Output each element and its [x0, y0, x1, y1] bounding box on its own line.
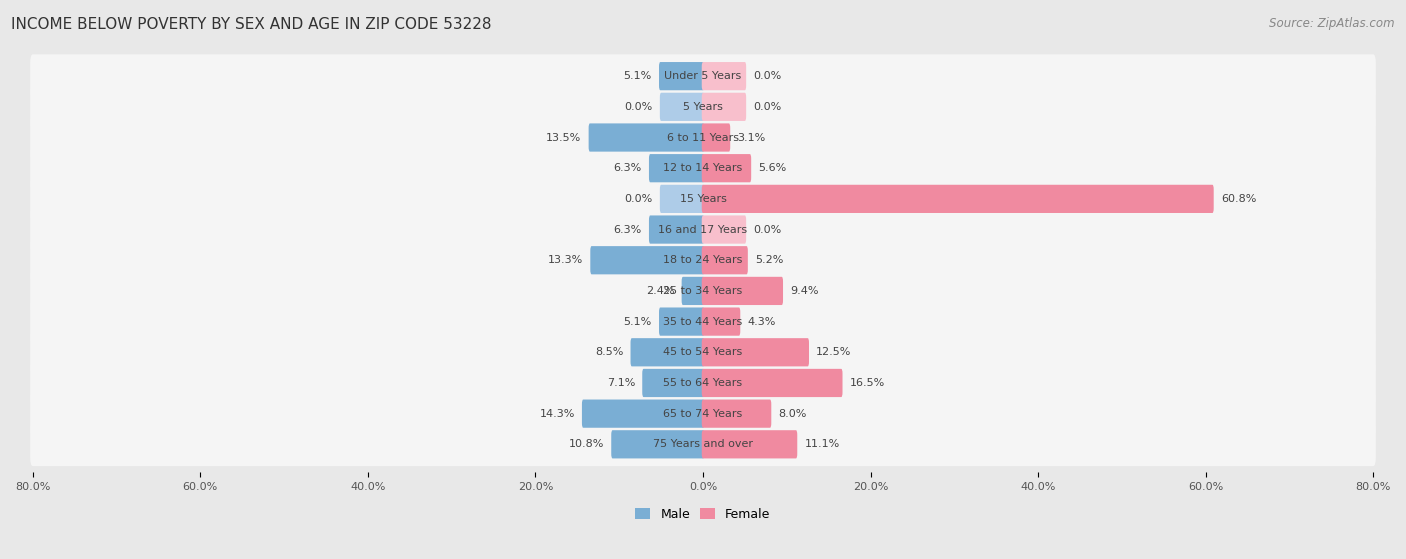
FancyBboxPatch shape — [591, 246, 704, 274]
Text: 5.2%: 5.2% — [755, 255, 783, 265]
Text: 13.5%: 13.5% — [547, 132, 582, 143]
Text: 11.1%: 11.1% — [804, 439, 839, 449]
Text: 16.5%: 16.5% — [849, 378, 884, 388]
FancyBboxPatch shape — [589, 124, 704, 151]
Text: 6.3%: 6.3% — [613, 163, 641, 173]
FancyBboxPatch shape — [702, 246, 748, 274]
FancyBboxPatch shape — [659, 93, 704, 121]
FancyBboxPatch shape — [30, 392, 1376, 435]
FancyBboxPatch shape — [650, 154, 704, 182]
Text: 25 to 34 Years: 25 to 34 Years — [664, 286, 742, 296]
Text: 9.4%: 9.4% — [790, 286, 818, 296]
Text: 18 to 24 Years: 18 to 24 Years — [664, 255, 742, 265]
FancyBboxPatch shape — [30, 116, 1376, 159]
Text: 5.1%: 5.1% — [624, 316, 652, 326]
Text: Under 5 Years: Under 5 Years — [665, 71, 741, 81]
Text: 7.1%: 7.1% — [607, 378, 636, 388]
Text: 12 to 14 Years: 12 to 14 Years — [664, 163, 742, 173]
Text: 0.0%: 0.0% — [754, 71, 782, 81]
FancyBboxPatch shape — [659, 185, 704, 213]
Text: 3.1%: 3.1% — [737, 132, 766, 143]
FancyBboxPatch shape — [30, 54, 1376, 98]
Text: 6 to 11 Years: 6 to 11 Years — [666, 132, 740, 143]
Text: 5 Years: 5 Years — [683, 102, 723, 112]
FancyBboxPatch shape — [650, 215, 704, 244]
FancyBboxPatch shape — [612, 430, 704, 458]
Text: 16 and 17 Years: 16 and 17 Years — [658, 225, 748, 235]
FancyBboxPatch shape — [30, 423, 1376, 466]
FancyBboxPatch shape — [702, 62, 747, 90]
Text: 14.3%: 14.3% — [540, 409, 575, 419]
Text: 12.5%: 12.5% — [815, 347, 852, 357]
Text: 0.0%: 0.0% — [624, 194, 652, 204]
Text: 5.6%: 5.6% — [758, 163, 786, 173]
FancyBboxPatch shape — [30, 269, 1376, 312]
FancyBboxPatch shape — [30, 85, 1376, 129]
FancyBboxPatch shape — [30, 177, 1376, 221]
Text: 2.4%: 2.4% — [645, 286, 675, 296]
Text: 60.8%: 60.8% — [1220, 194, 1256, 204]
Text: 45 to 54 Years: 45 to 54 Years — [664, 347, 742, 357]
FancyBboxPatch shape — [30, 239, 1376, 282]
Text: 35 to 44 Years: 35 to 44 Years — [664, 316, 742, 326]
Text: 0.0%: 0.0% — [754, 102, 782, 112]
Text: 55 to 64 Years: 55 to 64 Years — [664, 378, 742, 388]
Text: 8.5%: 8.5% — [595, 347, 623, 357]
Text: 10.8%: 10.8% — [569, 439, 605, 449]
FancyBboxPatch shape — [702, 185, 1213, 213]
FancyBboxPatch shape — [702, 93, 747, 121]
FancyBboxPatch shape — [702, 154, 751, 182]
Text: 4.3%: 4.3% — [748, 316, 776, 326]
FancyBboxPatch shape — [702, 430, 797, 458]
FancyBboxPatch shape — [702, 338, 808, 366]
Text: 75 Years and over: 75 Years and over — [652, 439, 754, 449]
FancyBboxPatch shape — [702, 215, 747, 244]
FancyBboxPatch shape — [630, 338, 704, 366]
FancyBboxPatch shape — [30, 300, 1376, 343]
FancyBboxPatch shape — [702, 400, 772, 428]
FancyBboxPatch shape — [659, 307, 704, 336]
Text: 5.1%: 5.1% — [624, 71, 652, 81]
FancyBboxPatch shape — [702, 277, 783, 305]
FancyBboxPatch shape — [702, 124, 730, 151]
Text: 0.0%: 0.0% — [624, 102, 652, 112]
Text: 6.3%: 6.3% — [613, 225, 641, 235]
FancyBboxPatch shape — [30, 330, 1376, 374]
FancyBboxPatch shape — [682, 277, 704, 305]
Text: 13.3%: 13.3% — [548, 255, 583, 265]
FancyBboxPatch shape — [702, 307, 741, 336]
FancyBboxPatch shape — [582, 400, 704, 428]
Text: 0.0%: 0.0% — [754, 225, 782, 235]
FancyBboxPatch shape — [30, 361, 1376, 405]
Text: Source: ZipAtlas.com: Source: ZipAtlas.com — [1270, 17, 1395, 30]
FancyBboxPatch shape — [30, 146, 1376, 190]
Text: 8.0%: 8.0% — [779, 409, 807, 419]
FancyBboxPatch shape — [659, 62, 704, 90]
Legend: Male, Female: Male, Female — [636, 508, 770, 521]
Text: INCOME BELOW POVERTY BY SEX AND AGE IN ZIP CODE 53228: INCOME BELOW POVERTY BY SEX AND AGE IN Z… — [11, 17, 492, 32]
FancyBboxPatch shape — [30, 208, 1376, 252]
Text: 15 Years: 15 Years — [679, 194, 727, 204]
Text: 65 to 74 Years: 65 to 74 Years — [664, 409, 742, 419]
FancyBboxPatch shape — [702, 369, 842, 397]
FancyBboxPatch shape — [643, 369, 704, 397]
